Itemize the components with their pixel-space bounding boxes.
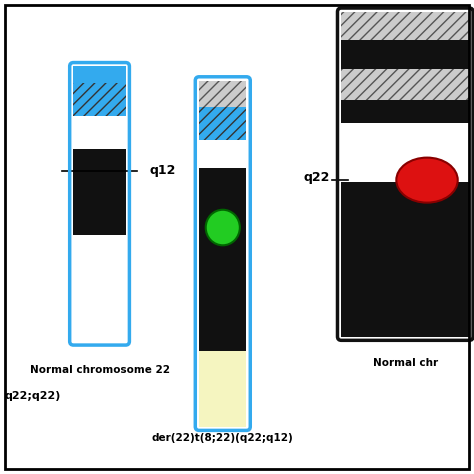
Bar [73,66,126,83]
Bar [73,149,126,192]
Text: Normal chromosome 22: Normal chromosome 22 [29,365,170,375]
Ellipse shape [396,158,458,203]
Bar [199,81,246,107]
Bar [199,206,246,246]
Text: der(22)t(8;22)(q22;q12): der(22)t(8;22)(q22;q12) [152,433,294,443]
Bar [341,40,469,69]
Text: q22: q22 [303,171,329,184]
Bar [199,140,246,168]
Bar [199,246,246,351]
Bar [73,116,126,149]
Bar [341,182,469,337]
Bar [199,107,246,140]
Bar [199,107,246,140]
Text: q22;q22): q22;q22) [5,391,61,401]
Bar [73,235,126,341]
Bar [199,81,246,107]
Text: Normal chr: Normal chr [373,358,438,368]
Ellipse shape [206,210,240,246]
Bar [341,12,469,40]
Bar [73,192,126,235]
Bar [199,168,246,206]
Bar [73,83,126,116]
Bar [73,83,126,116]
Bar [341,69,469,100]
Bar [341,69,469,100]
Text: q12: q12 [149,164,176,177]
Bar [341,12,469,40]
Bar [341,100,469,123]
Bar [199,351,246,427]
Bar [341,123,469,182]
